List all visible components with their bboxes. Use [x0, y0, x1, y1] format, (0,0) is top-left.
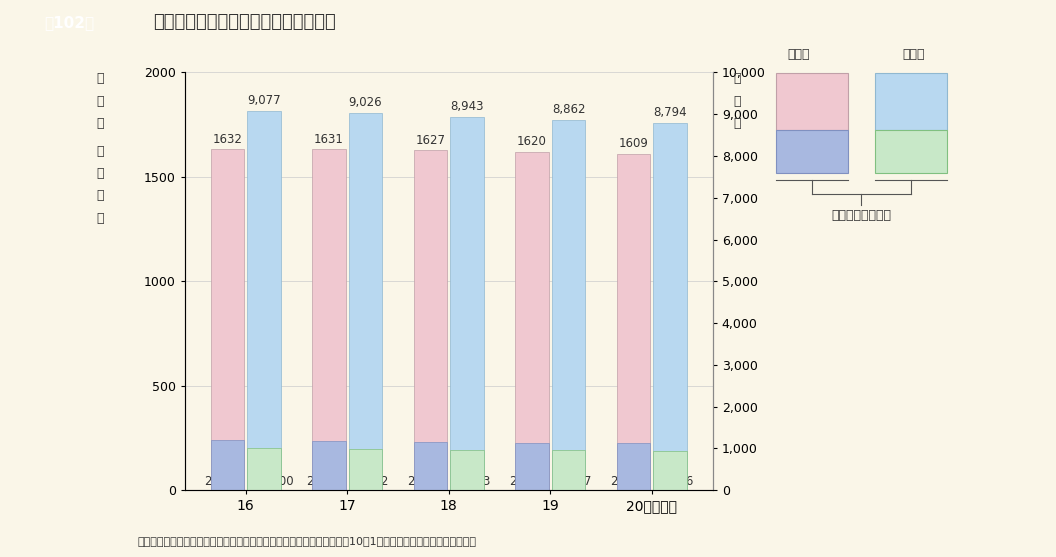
- Bar: [654, 451, 686, 490]
- Bar: [348, 449, 382, 490]
- FancyBboxPatch shape: [875, 130, 946, 173]
- Text: 224: 224: [610, 475, 633, 488]
- Bar: [211, 149, 244, 490]
- Bar: [211, 440, 244, 490]
- Text: 床: 床: [96, 95, 105, 108]
- Bar: [552, 450, 585, 490]
- Bar: [414, 442, 448, 490]
- FancyBboxPatch shape: [776, 73, 848, 130]
- Bar: [414, 150, 448, 490]
- Text: 1000: 1000: [265, 475, 295, 488]
- Text: 228: 228: [509, 475, 531, 488]
- Text: 第102図: 第102図: [44, 15, 94, 30]
- Text: （: （: [96, 145, 105, 158]
- Text: うち自治体病院分: うち自治体病院分: [831, 208, 891, 222]
- Text: ）: ）: [96, 212, 105, 224]
- Bar: [348, 113, 382, 490]
- Bar: [617, 154, 650, 490]
- Text: 8,794: 8,794: [654, 106, 687, 119]
- Text: 239: 239: [204, 475, 226, 488]
- Text: 1627: 1627: [415, 134, 446, 146]
- Bar: [313, 149, 345, 490]
- Text: 982: 982: [366, 475, 389, 488]
- Text: 8,943: 8,943: [450, 100, 484, 113]
- Text: 231: 231: [408, 475, 430, 488]
- Bar: [450, 449, 484, 490]
- Text: 973: 973: [468, 475, 490, 488]
- Text: 8,862: 8,862: [552, 103, 585, 116]
- Bar: [617, 443, 650, 490]
- Text: 1631: 1631: [314, 133, 344, 146]
- Bar: [247, 111, 281, 490]
- Text: 全国の病院に占める自治体病院の状況: 全国の病院に占める自治体病院の状況: [153, 13, 336, 31]
- Bar: [450, 116, 484, 490]
- Text: 千: 千: [96, 167, 105, 180]
- Text: 病: 病: [96, 72, 105, 85]
- Bar: [515, 152, 549, 490]
- FancyBboxPatch shape: [875, 73, 946, 130]
- Text: 1632: 1632: [212, 133, 243, 145]
- Text: 病院数: 病院数: [903, 48, 925, 61]
- Text: 院: 院: [733, 95, 741, 108]
- Text: （注）全国の病院数及び病床数は、厕生労働省「医療施設調査（各年度10月1日現在）」を基にした数である。: （注）全国の病院数及び病床数は、厕生労働省「医療施設調査（各年度10月1日現在）…: [137, 536, 476, 546]
- Text: 床: 床: [96, 189, 105, 202]
- Text: 9,026: 9,026: [348, 96, 382, 109]
- Text: 9,077: 9,077: [247, 94, 281, 107]
- Bar: [515, 442, 549, 490]
- FancyBboxPatch shape: [776, 130, 848, 173]
- Text: 936: 936: [672, 475, 694, 488]
- Text: 957: 957: [569, 475, 592, 488]
- Bar: [654, 123, 686, 490]
- Text: 数: 数: [96, 117, 105, 130]
- Text: 数: 数: [733, 117, 741, 130]
- Bar: [313, 441, 345, 490]
- Bar: [247, 448, 281, 490]
- Text: 235: 235: [306, 475, 328, 488]
- Text: 1620: 1620: [517, 135, 547, 148]
- Text: 病: 病: [733, 72, 741, 85]
- Text: 病床数: 病床数: [787, 48, 810, 61]
- Text: 1609: 1609: [619, 138, 648, 150]
- Bar: [552, 120, 585, 490]
